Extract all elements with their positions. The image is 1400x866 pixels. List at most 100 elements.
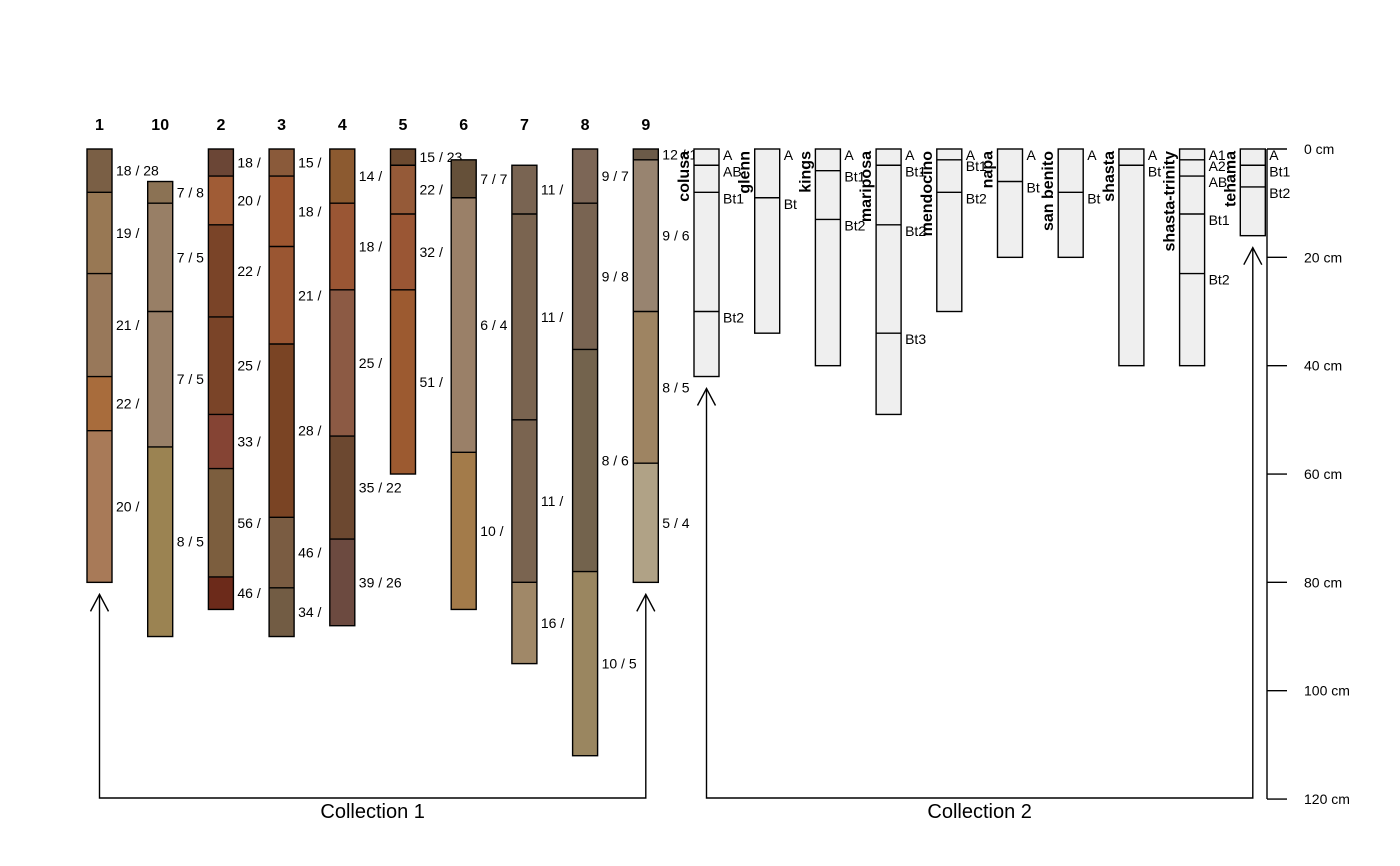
horizon-1	[1058, 149, 1084, 193]
profile-title: 9	[641, 117, 650, 134]
horizon-1	[511, 165, 537, 215]
bracket-line	[705, 247, 1254, 799]
horizon-2	[1118, 165, 1144, 366]
horizon-label: Bt1	[905, 163, 926, 179]
horizon-label: 22 /	[420, 182, 443, 198]
profile-8: 8 9 / 7 9 / 8 8 / 6 10 / 5	[571, 117, 637, 757]
profile-outline	[146, 180, 174, 638]
profile-colusa: colusa AAB Bt1 Bt2	[676, 147, 744, 378]
horizon-label: 11 /	[541, 309, 563, 325]
profile-title: 8	[581, 117, 590, 134]
horizon-3	[269, 246, 295, 345]
profile-outline	[1178, 148, 1206, 367]
profile-1: 1 18 / 28 19 / 21 / 22 / 20 /	[86, 117, 159, 584]
horizon-4	[329, 436, 355, 540]
profile-san-benito: san benito A Bt	[1040, 147, 1101, 259]
horizon-label: A	[844, 147, 854, 163]
horizon-label: 15 /	[298, 155, 321, 171]
horizon-label: Bt1	[723, 190, 744, 206]
horizon-1	[1240, 149, 1266, 166]
depth-tick-label: 60 cm	[1304, 466, 1342, 482]
depth-tick-label: 100 cm	[1304, 683, 1350, 699]
horizon-label: 39 / 26	[359, 574, 402, 590]
depth-axis: 0 cm 20 cm 40 cm 60 cm 80 cm 100 cm 120 cm	[1266, 141, 1350, 807]
horizon-label: 11 /	[541, 182, 563, 198]
profile-title: glenn	[737, 151, 754, 194]
horizon-4	[87, 376, 112, 431]
profile-outline	[936, 148, 963, 313]
horizon-1	[451, 159, 477, 198]
horizon-label: 28 /	[298, 423, 321, 439]
collection-brackets: Collection 1 Collection 2	[89, 246, 1263, 823]
horizon-3	[208, 224, 234, 317]
horizon-2	[572, 203, 598, 350]
profile-outline	[1239, 148, 1267, 237]
profile-title: napa	[980, 151, 997, 188]
horizon-4	[511, 582, 537, 664]
horizon-3	[633, 311, 659, 464]
profile-outline	[754, 148, 781, 334]
horizon-label: 19 /	[116, 225, 139, 241]
profile-outline	[86, 148, 113, 584]
bracket-arrowhead	[89, 592, 110, 612]
horizon-3	[936, 192, 962, 312]
profile-glenn: glenn A Bt	[737, 147, 797, 334]
collection-label: Collection 2	[927, 801, 1032, 823]
horizon-2	[1240, 165, 1266, 187]
horizon-label: 7 / 5	[177, 371, 204, 387]
horizon-3	[1179, 176, 1205, 215]
horizon-2	[694, 165, 719, 193]
depth-tick-label: 120 cm	[1304, 791, 1350, 807]
horizon-label: Bt1	[844, 169, 865, 185]
profile-outline	[511, 164, 538, 665]
horizon-2	[876, 165, 902, 225]
horizon-label: 21 /	[116, 317, 139, 333]
bracket-arrowhead	[696, 387, 717, 406]
horizon-2	[997, 181, 1023, 258]
horizon-2	[269, 176, 295, 247]
horizon-1	[936, 149, 962, 160]
horizon-label: 8 / 5	[177, 534, 204, 550]
horizon-7	[208, 576, 234, 610]
horizon-label: A	[1087, 147, 1097, 163]
horizon-label: AB	[723, 163, 742, 179]
horizon-3	[815, 219, 841, 366]
horizon-label: 25 /	[359, 355, 382, 371]
horizon-4	[208, 316, 234, 415]
horizon-label: 46 /	[298, 545, 321, 561]
profile-kings: kings A Bt1 Bt2	[797, 147, 866, 367]
horizon-label: Bt	[1087, 190, 1100, 206]
horizon-3	[390, 214, 416, 290]
horizon-label: A	[905, 147, 915, 163]
horizon-label: 35 / 22	[359, 480, 402, 496]
horizon-label: 7 / 8	[177, 184, 204, 200]
horizon-2	[815, 170, 841, 220]
profile-title: 4	[338, 117, 347, 134]
horizon-label: Bt3	[905, 331, 926, 347]
horizon-label: 18 /	[298, 203, 321, 219]
depth-tick-label: 40 cm	[1304, 358, 1342, 374]
bracket-arrowhead	[1243, 246, 1263, 265]
horizon-1	[876, 149, 902, 166]
horizon-label: 7 / 7	[480, 171, 507, 187]
horizon-3	[451, 452, 477, 610]
horizon-2	[451, 197, 477, 453]
bracket-collection-1: Collection 1	[89, 592, 656, 823]
horizon-4	[390, 289, 416, 475]
horizon-label: 22 /	[237, 263, 260, 279]
horizon-label: Bt2	[844, 217, 865, 233]
profile-4: 4 14 / 18 / 25 / 35 / 22 39 / 26	[329, 117, 402, 627]
profile-6: 6 7 / 7 6 / 4 10 /	[450, 117, 508, 611]
horizon-6	[208, 468, 234, 577]
horizon-label: Bt1	[1209, 212, 1230, 228]
horizon-3	[572, 349, 598, 572]
profile-title: 3	[277, 117, 286, 134]
profile-outline	[996, 148, 1024, 259]
collection-label: Collection 1	[320, 801, 425, 823]
horizon-1	[633, 149, 659, 160]
bracket-collection-2: Collection 2	[696, 246, 1263, 823]
profile-napa: napa A Bt	[980, 147, 1040, 259]
